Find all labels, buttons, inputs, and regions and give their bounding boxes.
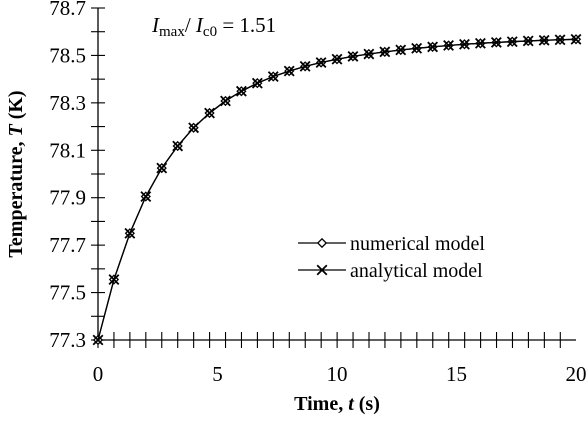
data-point-x	[220, 95, 231, 107]
legend-label: analytical model	[350, 260, 483, 282]
y-tick-label: 78.3	[49, 91, 86, 115]
x-tick-label: 0	[93, 362, 104, 386]
annotation-sub-max: max	[159, 24, 185, 40]
data-point-x	[204, 107, 215, 119]
series-1	[92, 34, 582, 346]
x-tick-label: 5	[212, 362, 223, 386]
annotation-i-max: I	[151, 13, 160, 37]
y-axis-title-var: T	[5, 124, 27, 137]
data-point-x	[108, 274, 120, 285]
y-tick-label: 77.7	[49, 233, 86, 257]
x-axis-title-unit: (s)	[354, 393, 380, 415]
data-point-x	[379, 46, 391, 58]
x-tick-label: 10	[327, 362, 348, 386]
data-point-x	[124, 227, 136, 239]
data-point-x	[506, 36, 518, 48]
y-tick-label: 78.7	[49, 0, 86, 20]
data-point-x	[363, 48, 375, 60]
annotation-slash: /	[185, 13, 196, 37]
data-point-x	[92, 334, 104, 346]
data-point-x	[283, 65, 295, 77]
series-line	[97, 38, 577, 341]
y-tick-label: 77.3	[49, 328, 86, 352]
y-tick-label: 78.1	[49, 138, 86, 162]
data-point-x	[554, 34, 566, 46]
data-point-x	[395, 44, 407, 56]
data-point-x	[331, 53, 343, 65]
data-point-x	[172, 140, 184, 152]
x-axis-title-main: Time,	[294, 393, 348, 415]
data-point-x	[490, 36, 502, 48]
y-tick-label: 77.5	[49, 281, 86, 305]
data-point-x	[459, 38, 470, 50]
data-point-x	[427, 41, 439, 53]
x-tick-label: 20	[566, 362, 587, 386]
annotation-value: = 1.51	[217, 13, 276, 37]
legend-item: numerical model	[298, 233, 485, 255]
data-point-x	[251, 77, 263, 89]
legend-diamond-icon	[316, 237, 328, 249]
y-axis-title-main: Temperature,	[5, 137, 27, 258]
series-2	[92, 33, 582, 346]
data-point-x	[474, 37, 486, 49]
x-axis-title-var: t	[348, 393, 355, 415]
data-point-x	[411, 42, 423, 54]
y-axis-title: Temperature, T (K)	[5, 90, 27, 257]
legend-label: numerical model	[350, 233, 485, 255]
legend-x-icon	[316, 264, 328, 276]
y-tick-label: 78.5	[49, 43, 86, 67]
y-tick-labels: 77.3 77.5 77.7 77.9 78.1 78.3 78.5 78.7	[49, 0, 86, 352]
data-point-x	[315, 57, 327, 68]
data-point-x	[188, 122, 200, 134]
annotation-sub-c0: c0	[203, 24, 217, 40]
x-tick-labels: 0 5 10 15 20	[93, 362, 587, 386]
data-point-x	[299, 60, 311, 72]
annotation-i-c0: I	[195, 13, 204, 37]
data-point-x	[522, 35, 534, 47]
y-tick-label: 77.9	[49, 186, 86, 210]
x-axis-title: Time, t (s)	[294, 393, 380, 415]
data-point-x	[156, 162, 168, 174]
data-point-x	[235, 85, 247, 97]
legend: numerical model analytical model	[298, 233, 485, 282]
y-axis-title-unit: (K)	[5, 90, 27, 124]
data-point-x	[267, 71, 279, 82]
data-point-x	[140, 191, 152, 202]
data-point-x	[538, 34, 550, 46]
data-point-x	[443, 40, 454, 51]
data-point-x	[347, 50, 359, 62]
data-point-x	[570, 33, 582, 45]
legend-item: analytical model	[298, 260, 483, 282]
series-line	[97, 38, 577, 341]
ratio-annotation: Imax/ Ic0 = 1.51	[151, 13, 276, 40]
x-tick-label: 15	[446, 362, 467, 386]
series-layer	[92, 33, 582, 346]
axis-ticks	[91, 7, 561, 348]
